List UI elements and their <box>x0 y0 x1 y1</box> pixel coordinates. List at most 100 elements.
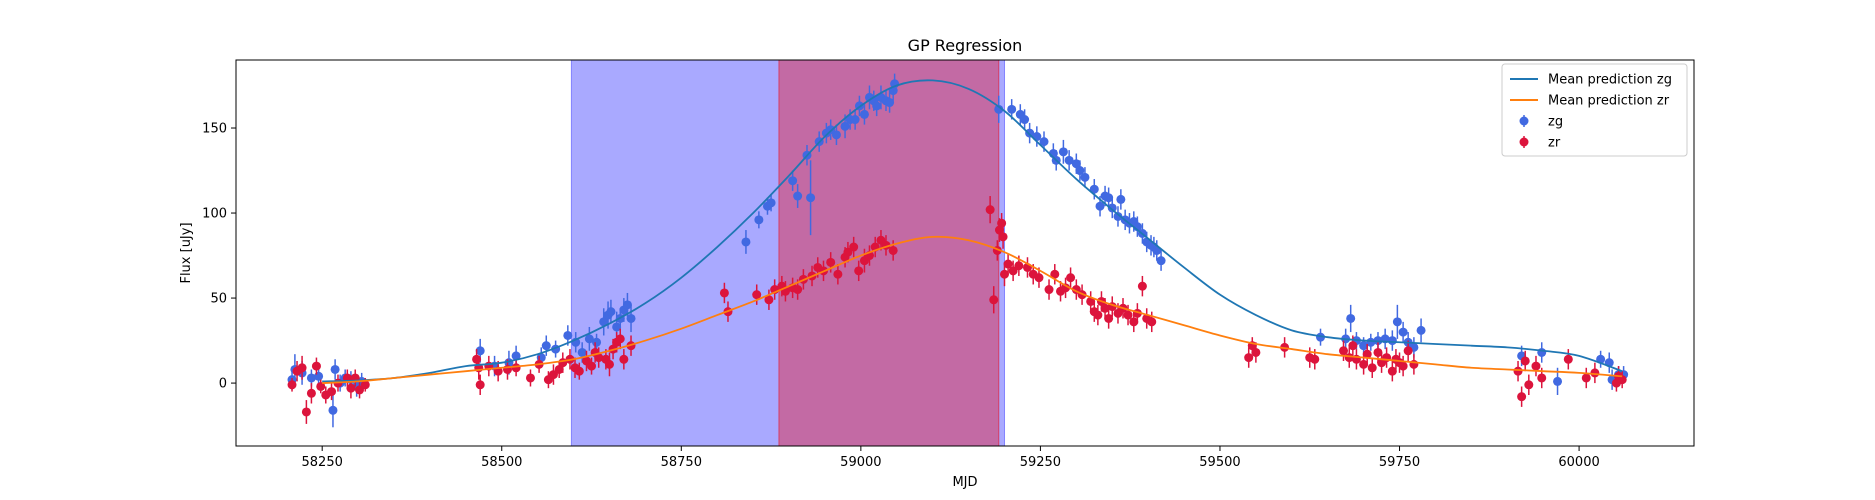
zg-point <box>328 405 338 415</box>
zr-point <box>1251 347 1261 357</box>
zg-point <box>563 330 573 340</box>
zr-point <box>355 385 365 395</box>
zr-point <box>1093 310 1103 320</box>
zg-point <box>1416 325 1426 335</box>
zr-point <box>1104 313 1114 323</box>
x-tick-label: 59750 <box>1379 455 1420 470</box>
zr-point <box>1147 317 1157 327</box>
legend: Mean prediction zg Mean prediction zr zg zr <box>1501 63 1688 157</box>
zr-point <box>311 361 321 371</box>
zg-point <box>1156 256 1166 266</box>
zr-point <box>604 359 614 369</box>
legend-entry: Mean prediction zr <box>1510 94 1670 109</box>
zg-point <box>626 313 636 323</box>
zr-point <box>1387 366 1397 376</box>
y-tick-label: 0 <box>219 377 227 392</box>
legend-entry: zr <box>1519 136 1561 151</box>
zg-point <box>1007 104 1017 114</box>
zr-point <box>346 383 356 393</box>
zr-point <box>1310 354 1320 364</box>
zr-point <box>1531 361 1541 371</box>
zr-point <box>301 407 311 417</box>
legend-label: zg <box>1548 115 1563 130</box>
zr-point <box>764 295 774 305</box>
zg-point <box>1398 327 1408 337</box>
zg-point <box>330 364 340 374</box>
zr-point <box>843 247 853 257</box>
zr-point <box>619 354 629 364</box>
zr-point <box>574 366 584 376</box>
zr-point <box>525 373 535 383</box>
y-tick-label: 50 <box>210 292 227 307</box>
legend-entry: Mean prediction zg <box>1510 73 1672 88</box>
zg-point <box>850 115 860 125</box>
zr-point <box>511 363 521 373</box>
zg-point <box>1359 341 1369 351</box>
zr-point <box>554 364 564 374</box>
zg-point <box>622 300 632 310</box>
zg-point <box>1553 376 1563 386</box>
zr-point <box>1066 273 1076 283</box>
zr-point <box>615 334 625 344</box>
zg-point <box>1107 203 1117 213</box>
zr-point <box>360 380 370 390</box>
zg-point <box>1064 155 1074 165</box>
axes: 58250 58500 58750 59000 59250 59500 59750 60000… <box>202 122 1600 470</box>
zr-point <box>316 381 326 391</box>
zr-point <box>1050 269 1060 279</box>
x-tick-label: 58750 <box>661 455 702 470</box>
zg-point <box>1080 172 1090 182</box>
zg-point <box>1025 128 1035 138</box>
zr-point <box>1398 361 1408 371</box>
legend-entry: zg <box>1519 115 1563 130</box>
plot-area-frame <box>235 59 1695 447</box>
zr-point <box>1000 269 1010 279</box>
zr-point <box>1129 317 1139 327</box>
zr-point <box>1513 366 1523 376</box>
zr-point <box>1590 368 1600 378</box>
zg-point <box>859 109 869 119</box>
zr-point <box>849 242 859 252</box>
zr-point <box>985 205 995 215</box>
zr-point <box>594 353 604 363</box>
zg-point <box>788 176 798 186</box>
zr-point <box>327 387 337 397</box>
zg-point <box>314 371 324 381</box>
zr-point <box>888 245 898 255</box>
zg-point <box>1392 317 1402 327</box>
zr-point <box>472 354 482 364</box>
mean-prediction-lines <box>322 79 1623 384</box>
zg-point <box>1387 336 1397 346</box>
zg-point <box>766 198 776 208</box>
zr-point <box>854 266 864 276</box>
x-tick-label: 59500 <box>1199 455 1240 470</box>
zg-point <box>840 121 850 131</box>
zg-point <box>612 322 622 332</box>
zr-point <box>1367 363 1377 373</box>
zg-point <box>1071 159 1081 169</box>
zg-point <box>306 373 316 383</box>
zg-point <box>1039 137 1049 147</box>
y-axis-label: Flux [uJy] <box>179 222 194 283</box>
x-tick-label: 58500 <box>481 455 522 470</box>
zg-point <box>1089 184 1099 194</box>
legend-label: Mean prediction zr <box>1548 94 1670 109</box>
band-zr <box>778 60 1000 446</box>
legend-box <box>1501 63 1688 157</box>
zg-point <box>885 98 895 108</box>
zr-point <box>1348 341 1358 351</box>
legend-label: zr <box>1548 136 1561 151</box>
zr-point <box>997 218 1007 228</box>
zr-point <box>1244 353 1254 363</box>
zr-point <box>1520 356 1530 366</box>
x-tick-label: 58250 <box>302 455 343 470</box>
zr-point <box>1359 359 1369 369</box>
zr-point <box>306 388 316 398</box>
zg-point <box>1095 201 1105 211</box>
zg-point <box>1116 194 1126 204</box>
zg-point <box>1058 147 1068 157</box>
zr-point <box>998 232 1008 242</box>
x-tick-label: 59000 <box>840 455 881 470</box>
zg-point <box>754 215 764 225</box>
zg-point <box>994 104 1004 114</box>
